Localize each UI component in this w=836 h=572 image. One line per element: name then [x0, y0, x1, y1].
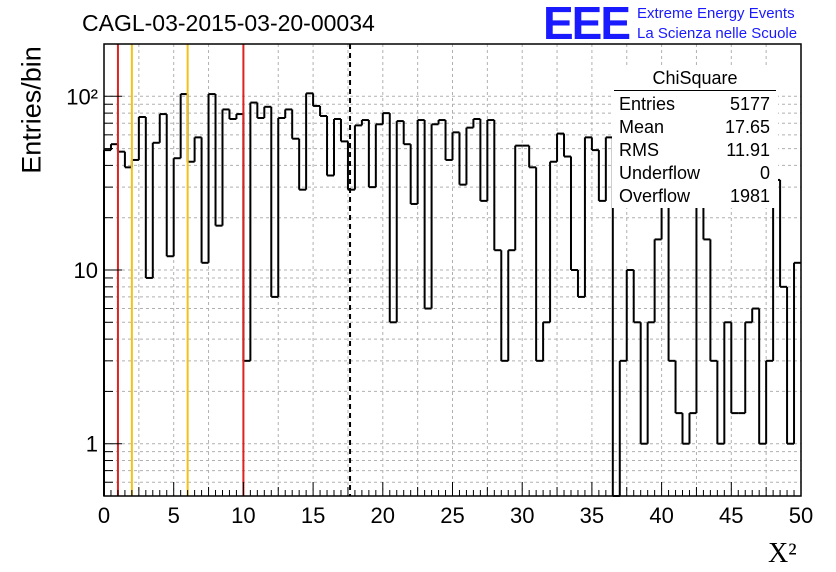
- chart-title: CAGL-03-2015-03-20-00034: [82, 10, 375, 36]
- stats-row: Mean 17.65: [612, 116, 778, 139]
- stats-row: RMS 11.91: [612, 139, 778, 162]
- x-tick-label: 50: [789, 503, 813, 528]
- x-tick-label: 25: [440, 503, 464, 528]
- x-tick-label: 30: [510, 503, 534, 528]
- x-axis-label: X²: [768, 538, 797, 569]
- x-tick-label: 15: [301, 503, 325, 528]
- logo-caption-line2: La Scienza nelle Scuole: [637, 25, 798, 42]
- stats-label: RMS: [619, 140, 659, 160]
- stats-box: ChiSquare Entries 5177 Mean 17.65 RMS 11.91…: [612, 68, 778, 208]
- x-tick-label: 40: [649, 503, 673, 528]
- logo-caption: Extreme Energy Events La Scienza nelle S…: [637, 4, 797, 44]
- x-tick-label: 20: [371, 503, 395, 528]
- marker-lines: [116, 44, 352, 496]
- stats-row: Entries 5177: [612, 93, 778, 116]
- histogram: [103, 92, 801, 497]
- stats-value: 1981: [729, 186, 770, 206]
- y-tick-label: 10²: [66, 84, 98, 109]
- stats-label: Entries: [619, 94, 676, 114]
- x-tick-label: 10: [231, 503, 255, 528]
- y-tick-label: 10: [74, 258, 98, 283]
- stats-label: Mean: [619, 117, 665, 137]
- eee-logo: EEE: [543, 0, 631, 49]
- stats-label: Underflow: [619, 163, 701, 183]
- y-tick-label: 1: [86, 432, 98, 457]
- stats-value: 5177: [729, 94, 770, 114]
- stats-row: Overflow 1981: [612, 185, 778, 208]
- x-tick-label: 5: [168, 503, 180, 528]
- y-axis-label: Entries/bin: [16, 46, 47, 174]
- x-tick-label: 45: [719, 503, 743, 528]
- stats-label: Overflow: [619, 186, 691, 206]
- x-axis: 0 5 10 15 20 25 30 35 40 45 50: [98, 482, 813, 528]
- stats-row: Underflow 0: [612, 162, 778, 185]
- stats-value: 0: [759, 163, 770, 183]
- stats-value: 11.91: [726, 140, 770, 160]
- stats-title: ChiSquare: [614, 68, 776, 91]
- y-axis: 1 10 10²: [66, 43, 122, 497]
- logo-caption-line1: Extreme Energy Events: [637, 5, 795, 22]
- x-tick-label: 35: [580, 503, 604, 528]
- stats-value: 17.65: [724, 117, 770, 137]
- x-tick-label: 0: [98, 503, 110, 528]
